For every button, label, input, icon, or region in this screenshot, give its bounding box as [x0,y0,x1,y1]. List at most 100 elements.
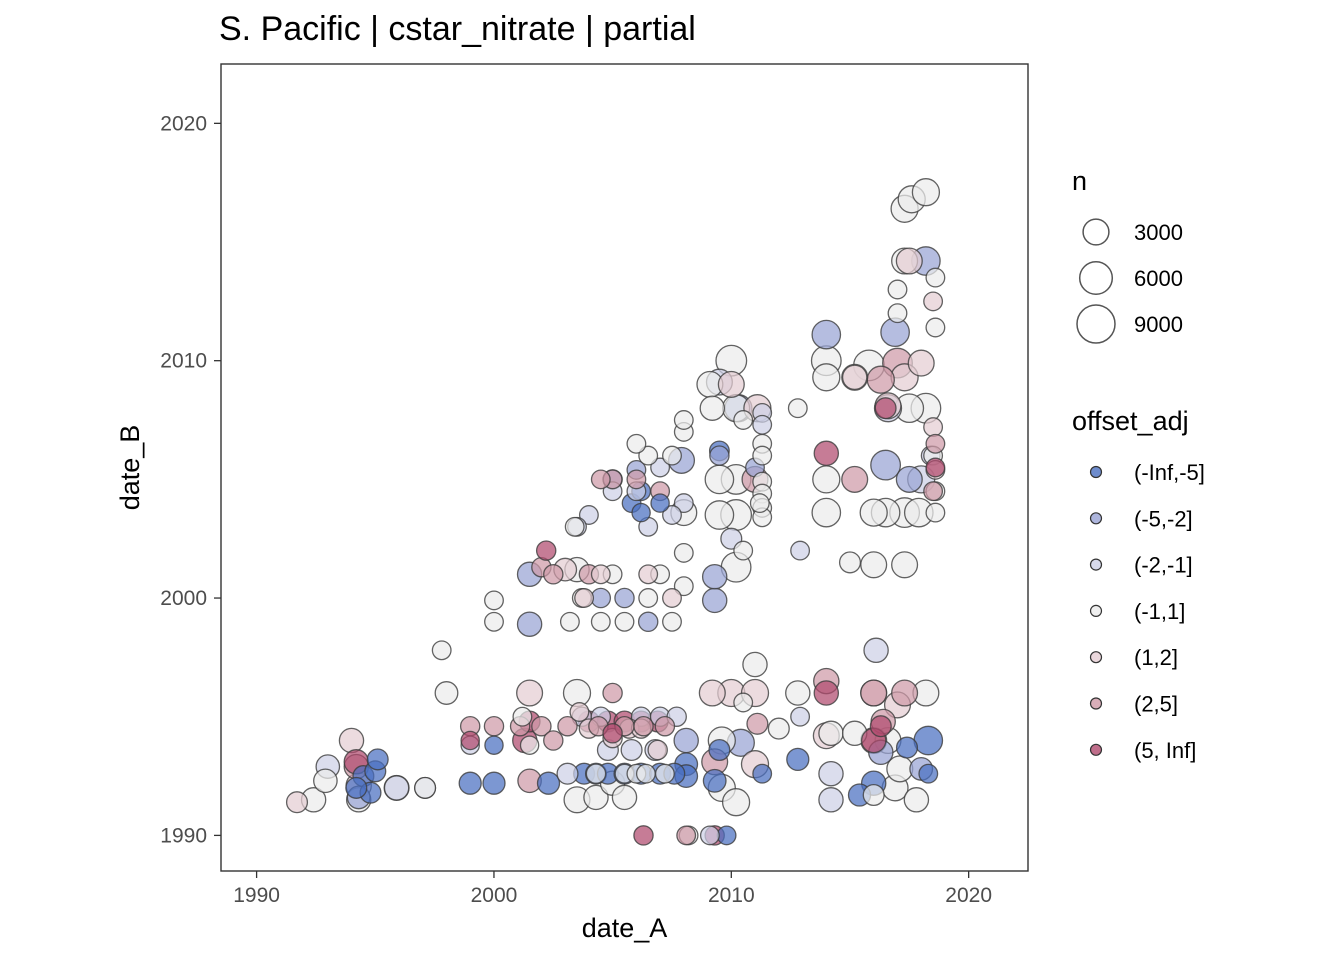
color-legend-label-6: (5, Inf] [1134,738,1196,763]
point-5-22 [633,715,654,737]
point-5-32 [891,679,919,707]
point-2-12 [790,706,811,727]
y-axis-title: date_B [115,425,145,511]
point-1-15 [637,611,659,633]
point-5-26 [590,469,611,490]
point-5-16 [483,715,505,737]
point-2-1 [383,775,410,801]
point-6-3 [535,540,557,561]
point-0-8 [536,771,561,795]
color-legend-key-3 [1089,604,1103,618]
size-legend-key-1 [1078,260,1114,296]
point-2-25 [578,505,599,525]
point-3-92 [862,783,885,807]
point-1-21 [709,445,730,466]
point-5-30 [746,712,769,735]
point-3-91 [733,410,754,430]
color-legend-label-1: (-5,-2] [1134,506,1193,531]
point-3-41 [742,651,768,678]
point-4-17 [907,349,935,377]
color-legend: offset_adj (-Inf,-5] (-5,-2] (-2,-1] (-1,1]… [1072,406,1205,763]
point-3-73 [911,178,941,207]
point-5-8 [860,679,888,707]
point-2-23 [673,493,694,514]
point-1-14 [614,587,635,609]
point-3-74 [925,267,946,288]
point-4-3 [516,679,544,707]
point-3-24 [662,445,682,466]
point-6-11 [813,680,840,706]
point-2-15 [818,787,844,813]
size-legend-key-0 [1082,218,1110,246]
point-1-16 [673,727,699,754]
y-axis: 1990 2000 2010 2020 [160,112,221,847]
point-3-10 [512,706,533,727]
point-0-27 [895,736,919,759]
point-1-4 [701,563,728,590]
point-5-27 [626,469,647,490]
point-3-1 [313,768,338,794]
point-3-16 [583,784,609,811]
point-3-27 [673,410,694,430]
point-0-20 [716,825,737,846]
point-4-6 [717,370,745,398]
point-5-24 [602,682,623,704]
point-1-2 [516,611,543,637]
point-4-22 [590,564,611,585]
point-0-7 [484,735,504,755]
y-tick-label-0: 1990 [160,824,207,847]
point-3-31 [704,464,735,495]
point-3-99 [838,551,862,574]
point-6-9 [633,825,654,846]
color-legend-label-0: (-Inf,-5] [1134,460,1205,485]
point-5-23 [654,715,676,737]
point-1-13 [590,587,612,609]
point-4-16 [895,247,923,275]
point-3-75 [925,317,946,338]
chart-title: S. Pacific | cstar_nitrate | partial [219,10,696,48]
point-1-9 [870,449,902,481]
point-3-96 [749,493,770,514]
point-4-11 [841,364,868,391]
point-5-10 [866,365,895,394]
point-3-7 [484,611,504,632]
points-layer [285,178,946,846]
point-0-19 [708,738,731,762]
point-3-6 [434,681,459,705]
y-tick-label-1: 2000 [160,587,207,610]
point-1-3 [701,587,728,614]
point-2-11 [752,414,773,435]
point-3-51 [812,363,841,392]
point-4-18 [923,291,944,312]
point-3-82 [590,611,611,632]
point-3-9 [519,735,540,755]
point-5-19 [557,715,578,737]
point-4-21 [574,588,595,608]
point-3-23 [638,445,659,466]
color-legend-label-4: (1,2] [1134,645,1178,670]
point-3-22 [654,763,675,784]
point-5-13 [925,433,946,454]
point-3-58 [860,551,888,579]
point-3-77 [925,502,946,523]
point-3-40 [721,788,751,817]
point-3-53 [811,497,842,528]
size-legend-key-2 [1076,304,1116,344]
point-3-89 [733,692,754,713]
point-6-17 [602,723,623,744]
size-legend: n 3000 6000 9000 [1072,166,1183,344]
point-4-30 [569,702,590,722]
color-legend-label-2: (-2,-1] [1134,553,1193,578]
point-2-13 [790,540,811,561]
x-tick-label-0: 1990 [233,884,280,907]
point-3-93 [887,279,908,300]
point-6-10 [813,440,840,467]
point-2-4 [556,762,579,785]
point-2-14 [818,760,844,787]
point-4-20 [923,417,944,438]
point-3-94 [887,303,908,324]
point-3-59 [859,498,888,527]
point-3-8 [484,590,504,611]
color-legend-title: offset_adj [1072,406,1189,436]
point-4-31 [647,739,668,761]
